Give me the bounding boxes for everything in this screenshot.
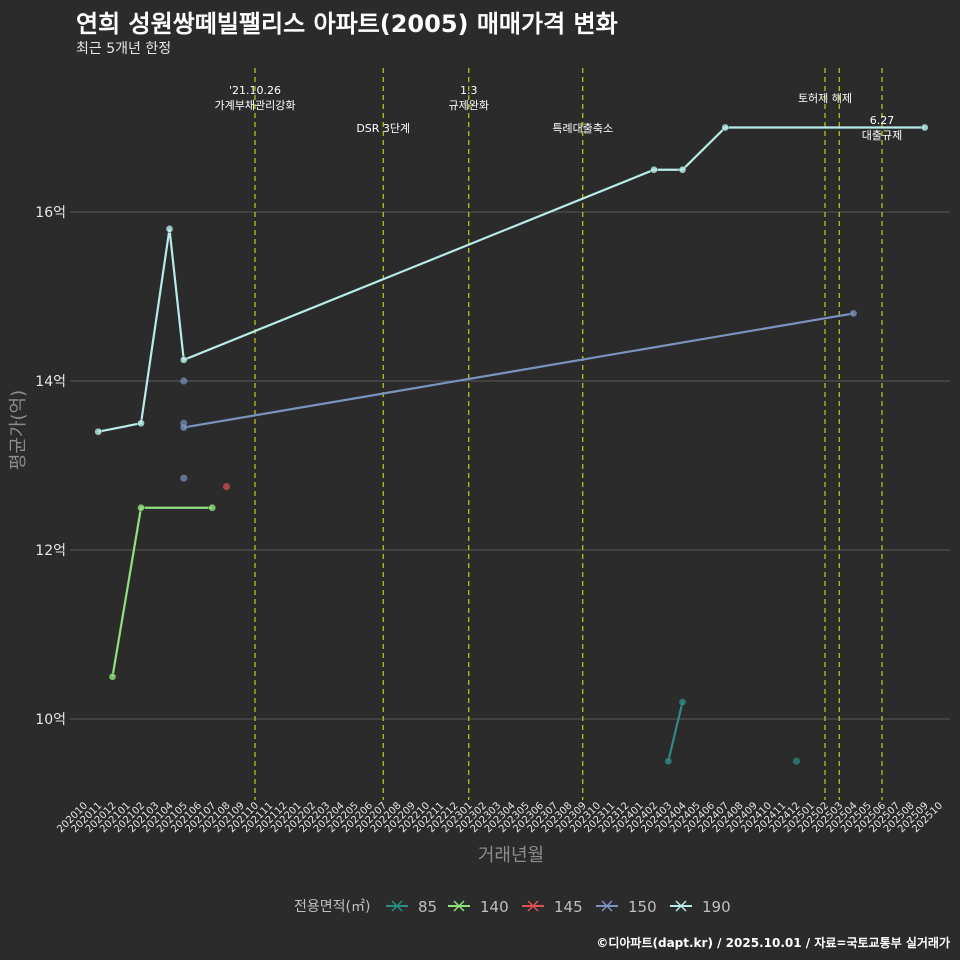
legend-key-mark-190 <box>675 900 687 912</box>
data-point-190 <box>179 356 188 364</box>
data-point-150 <box>180 377 188 385</box>
chart-subtitle: 최근 5개년 한정 <box>76 41 172 57</box>
event-annotation: 토허제 해제 <box>798 91 852 105</box>
data-point-190 <box>721 123 730 132</box>
data-point-85 <box>792 757 801 765</box>
data-point-190 <box>94 427 103 436</box>
data-point-190 <box>137 419 145 428</box>
data-point-150 <box>180 474 188 482</box>
y-tick-label: 14억 <box>35 374 66 390</box>
legend-key-mark-150 <box>601 900 613 912</box>
data-point-140 <box>208 503 217 512</box>
series-line-150 <box>183 312 854 429</box>
data-point-140 <box>137 503 145 512</box>
y-axis-label: 평균가(억) <box>8 390 29 470</box>
data-point-150 <box>180 419 188 427</box>
legend-key-mark-85 <box>391 900 403 912</box>
legend-label-140: 140 <box>480 898 509 916</box>
legend-label-190: 190 <box>702 898 731 916</box>
data-point-145 <box>222 483 231 491</box>
chart-title: 연희 성원쌍떼빌팰리스 아파트(2005) 매매가격 변화 <box>76 10 618 38</box>
x-axis-label: 거래년월 <box>478 845 544 866</box>
y-tick-label: 10억 <box>35 712 66 728</box>
y-tick-label: 12억 <box>35 543 66 559</box>
event-annotation: 특례대출축소 <box>552 122 613 135</box>
data-point-190 <box>165 225 174 233</box>
legend-key-mark-140 <box>453 900 465 912</box>
event-annotation: 대출규제 <box>862 129 902 142</box>
event-annotation: 가계부채관리강화 <box>215 99 296 112</box>
data-point-190 <box>920 123 929 132</box>
data-point-85 <box>664 757 673 766</box>
source-caption: ©디아파트(dapt.kr) / 2025.10.01 / 자료=국토교통부 실… <box>596 936 950 950</box>
event-annotation: 규제완화 <box>449 99 489 112</box>
series-line-190 <box>98 126 925 433</box>
data-point-190 <box>650 165 658 174</box>
event-annotation: 1.3 <box>460 84 478 97</box>
data-point-140 <box>108 672 117 681</box>
event-annotation: DSR 3단계 <box>356 122 410 135</box>
series-line-85 <box>667 701 684 762</box>
legend-label-145: 145 <box>554 898 583 916</box>
data-point-85 <box>678 698 687 706</box>
legend-label-85: 85 <box>418 898 437 916</box>
legend-key-mark-145 <box>527 900 539 912</box>
legend-label-150: 150 <box>628 898 657 916</box>
series-line-140 <box>111 506 213 677</box>
data-point-190 <box>678 165 687 174</box>
data-point-150 <box>849 309 858 318</box>
y-tick-label: 16억 <box>35 205 66 221</box>
event-annotation: '21.10.26 <box>229 84 281 97</box>
legend-title: 전용면적(㎡) <box>294 899 370 915</box>
event-annotation: 6.27 <box>870 114 895 127</box>
